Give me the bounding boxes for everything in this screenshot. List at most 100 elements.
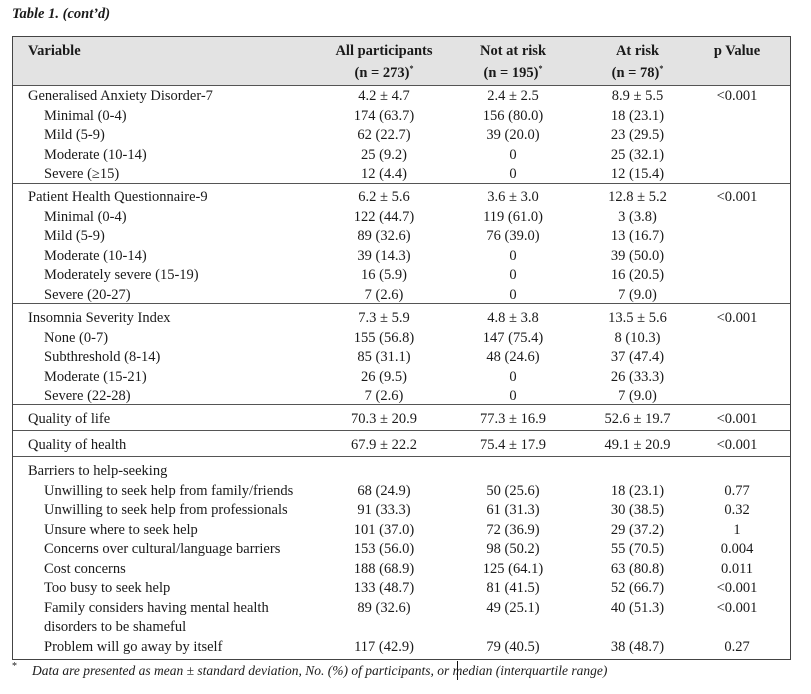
table-row: Quality of health 67.9 ± 22.2 75.4 ± 17.9 4… bbox=[13, 436, 790, 456]
cell-at-risk: 39 (50.0) bbox=[610, 247, 665, 264]
cell-not-at-risk: 4.8 ± 3.8 bbox=[487, 310, 539, 326]
table-caption: Table 1. (cont’d) bbox=[12, 6, 111, 22]
cell-at-risk: 52.6 ± 19.7 bbox=[604, 411, 671, 427]
table-row: Severe (≥15) 12 (4.4) 0 12 (15.4) bbox=[13, 165, 790, 185]
cell-at-risk: 55 (70.5) bbox=[610, 541, 665, 557]
cell-all-participants: 62 (22.7) bbox=[357, 127, 411, 143]
table-row: Subthreshold (8-14) 85 (31.1) 48 (24.6) 37 … bbox=[13, 348, 790, 368]
row-label: Unwilling to seek help from family/frien… bbox=[44, 482, 294, 499]
table-row: Concerns over cultural/language barriers… bbox=[13, 540, 790, 560]
table-row: Severe (20-27) 7 (2.6) 0 7 (9.0) bbox=[13, 286, 790, 306]
cell-not-at-risk: 119 (61.0) bbox=[483, 208, 543, 225]
table-header: Variable All participants (n = 273)* Not… bbox=[13, 37, 790, 86]
cell-p-value: <0.001 bbox=[716, 599, 758, 616]
row-label: Quality of health bbox=[28, 437, 127, 453]
cell-all-participants: 89 (32.6) bbox=[357, 228, 411, 244]
cell-at-risk: 63 (80.8) bbox=[610, 560, 665, 577]
cell-all-participants: 91 (33.3) bbox=[357, 502, 411, 518]
cell-not-at-risk: 0 bbox=[509, 388, 517, 404]
cell-not-at-risk: 2.4 ± 2.5 bbox=[487, 88, 539, 104]
row-label: Subthreshold (8-14) bbox=[44, 349, 161, 365]
row-label: Insomnia Severity Index bbox=[28, 310, 171, 326]
table-row: Insomnia Severity Index 7.3 ± 5.9 4.8 ± 3.… bbox=[13, 309, 790, 329]
cell-all-participants: 89 (32.6) bbox=[357, 599, 411, 616]
table-row: Unwilling to seek help from family/frien… bbox=[13, 482, 790, 502]
cell-at-risk: 3 (3.8) bbox=[618, 208, 657, 225]
table-row: Moderate (10-14) 39 (14.3) 0 39 (50.0) bbox=[13, 247, 790, 267]
cell-at-risk: 49.1 ± 20.9 bbox=[604, 437, 671, 453]
section-divider bbox=[13, 303, 790, 304]
cell-all-participants: 67.9 ± 22.2 bbox=[351, 437, 417, 453]
cell-not-at-risk: 79 (40.5) bbox=[486, 638, 540, 655]
row-label: Minimal (0-4) bbox=[44, 208, 127, 225]
cell-not-at-risk: 147 (75.4) bbox=[482, 329, 544, 346]
row-label: Barriers to help-seeking bbox=[28, 463, 168, 479]
cell-at-risk: 8.9 ± 5.5 bbox=[611, 88, 664, 104]
table-row: Unwilling to seek help from professional… bbox=[13, 501, 790, 521]
table-row: Family considers having mental health 89 … bbox=[13, 599, 790, 619]
cell-p-value: 0.32 bbox=[724, 502, 750, 518]
section-divider bbox=[13, 404, 790, 405]
cell-p-value: 0.011 bbox=[720, 560, 754, 577]
cell-all-participants: 155 (56.8) bbox=[353, 329, 415, 346]
cell-at-risk: 37 (47.4) bbox=[610, 349, 665, 365]
row-label: Severe (22-28) bbox=[44, 388, 131, 404]
cell-p-value: <0.001 bbox=[716, 411, 758, 427]
cell-not-at-risk: 39 (20.0) bbox=[486, 127, 540, 143]
cell-at-risk: 7 (9.0) bbox=[618, 388, 657, 404]
header-all-participants: All participants (n = 273)* bbox=[335, 43, 433, 81]
cell-p-value: 0.77 bbox=[724, 482, 750, 499]
cell-all-participants: 25 (9.2) bbox=[361, 146, 407, 163]
table-row: Severe (22-28) 7 (2.6) 0 7 (9.0) bbox=[13, 387, 790, 407]
cell-p-value: <0.001 bbox=[716, 580, 758, 596]
row-label: Unsure where to seek help bbox=[44, 521, 198, 538]
footnote-mark: * bbox=[12, 661, 17, 672]
cell-p-value: <0.001 bbox=[716, 310, 758, 326]
section-divider bbox=[13, 456, 790, 457]
cell-all-participants: 70.3 ± 20.9 bbox=[351, 411, 417, 427]
text-cursor bbox=[457, 661, 458, 680]
cell-not-at-risk: 81 (41.5) bbox=[486, 580, 540, 596]
cell-p-value: <0.001 bbox=[716, 88, 758, 104]
cell-p-value: 1 bbox=[733, 521, 741, 538]
row-label: Problem will go away by itself bbox=[44, 638, 223, 655]
cell-all-participants: 4.2 ± 4.7 bbox=[358, 88, 410, 104]
cell-all-participants: 153 (56.0) bbox=[353, 541, 415, 557]
cell-all-participants: 6.2 ± 5.6 bbox=[358, 189, 410, 205]
table-row: Problem will go away by itself 117 (42.9)… bbox=[13, 638, 790, 658]
cell-all-participants: 188 (68.9) bbox=[353, 560, 415, 577]
cell-not-at-risk: 0 bbox=[509, 166, 517, 182]
cell-p-value: <0.001 bbox=[716, 437, 758, 453]
header-at-risk: At risk (n = 78)* bbox=[611, 43, 664, 81]
row-label: Mild (5-9) bbox=[44, 127, 105, 143]
table-row: Patient Health Questionnaire-9 6.2 ± 5.6 3… bbox=[13, 188, 790, 208]
header-not-at-risk: Not at risk (n = 195)* bbox=[479, 43, 547, 81]
header-variable: Variable bbox=[28, 43, 81, 59]
cell-p-value: 0.27 bbox=[724, 638, 750, 655]
cell-all-participants: 16 (5.9) bbox=[361, 267, 407, 283]
row-label: Moderately severe (15-19) bbox=[44, 267, 199, 283]
cell-all-participants: 7 (2.6) bbox=[364, 286, 404, 303]
cell-at-risk: 8 (10.3) bbox=[614, 329, 661, 346]
cell-at-risk: 38 (48.7) bbox=[610, 638, 665, 655]
cell-not-at-risk: 48 (24.6) bbox=[486, 349, 540, 365]
row-label: Severe (20-27) bbox=[44, 286, 131, 303]
table-row: Too busy to seek help 133 (48.7) 81 (41.5)… bbox=[13, 579, 790, 599]
cell-not-at-risk: 49 (25.1) bbox=[486, 599, 540, 616]
row-label: Moderate (10-14) bbox=[44, 247, 147, 264]
cell-not-at-risk: 98 (50.2) bbox=[486, 541, 540, 557]
cell-not-at-risk: 3.6 ± 3.0 bbox=[487, 189, 539, 205]
cell-all-participants: 133 (48.7) bbox=[353, 580, 415, 596]
row-label: None (0-7) bbox=[44, 329, 109, 346]
cell-not-at-risk: 50 (25.6) bbox=[486, 482, 540, 499]
cell-at-risk: 26 (33.3) bbox=[610, 368, 665, 385]
cell-at-risk: 16 (20.5) bbox=[610, 267, 665, 283]
row-label: Moderate (15-21) bbox=[44, 368, 147, 385]
cell-all-participants: 85 (31.1) bbox=[357, 349, 411, 365]
row-label: Concerns over cultural/language barriers bbox=[44, 541, 281, 557]
cell-all-participants: 122 (44.7) bbox=[353, 208, 415, 225]
row-label: disorders to be shameful bbox=[44, 619, 187, 635]
row-label: Patient Health Questionnaire-9 bbox=[28, 189, 208, 205]
cell-at-risk: 40 (51.3) bbox=[610, 599, 665, 616]
cell-all-participants: 12 (4.4) bbox=[361, 166, 407, 182]
